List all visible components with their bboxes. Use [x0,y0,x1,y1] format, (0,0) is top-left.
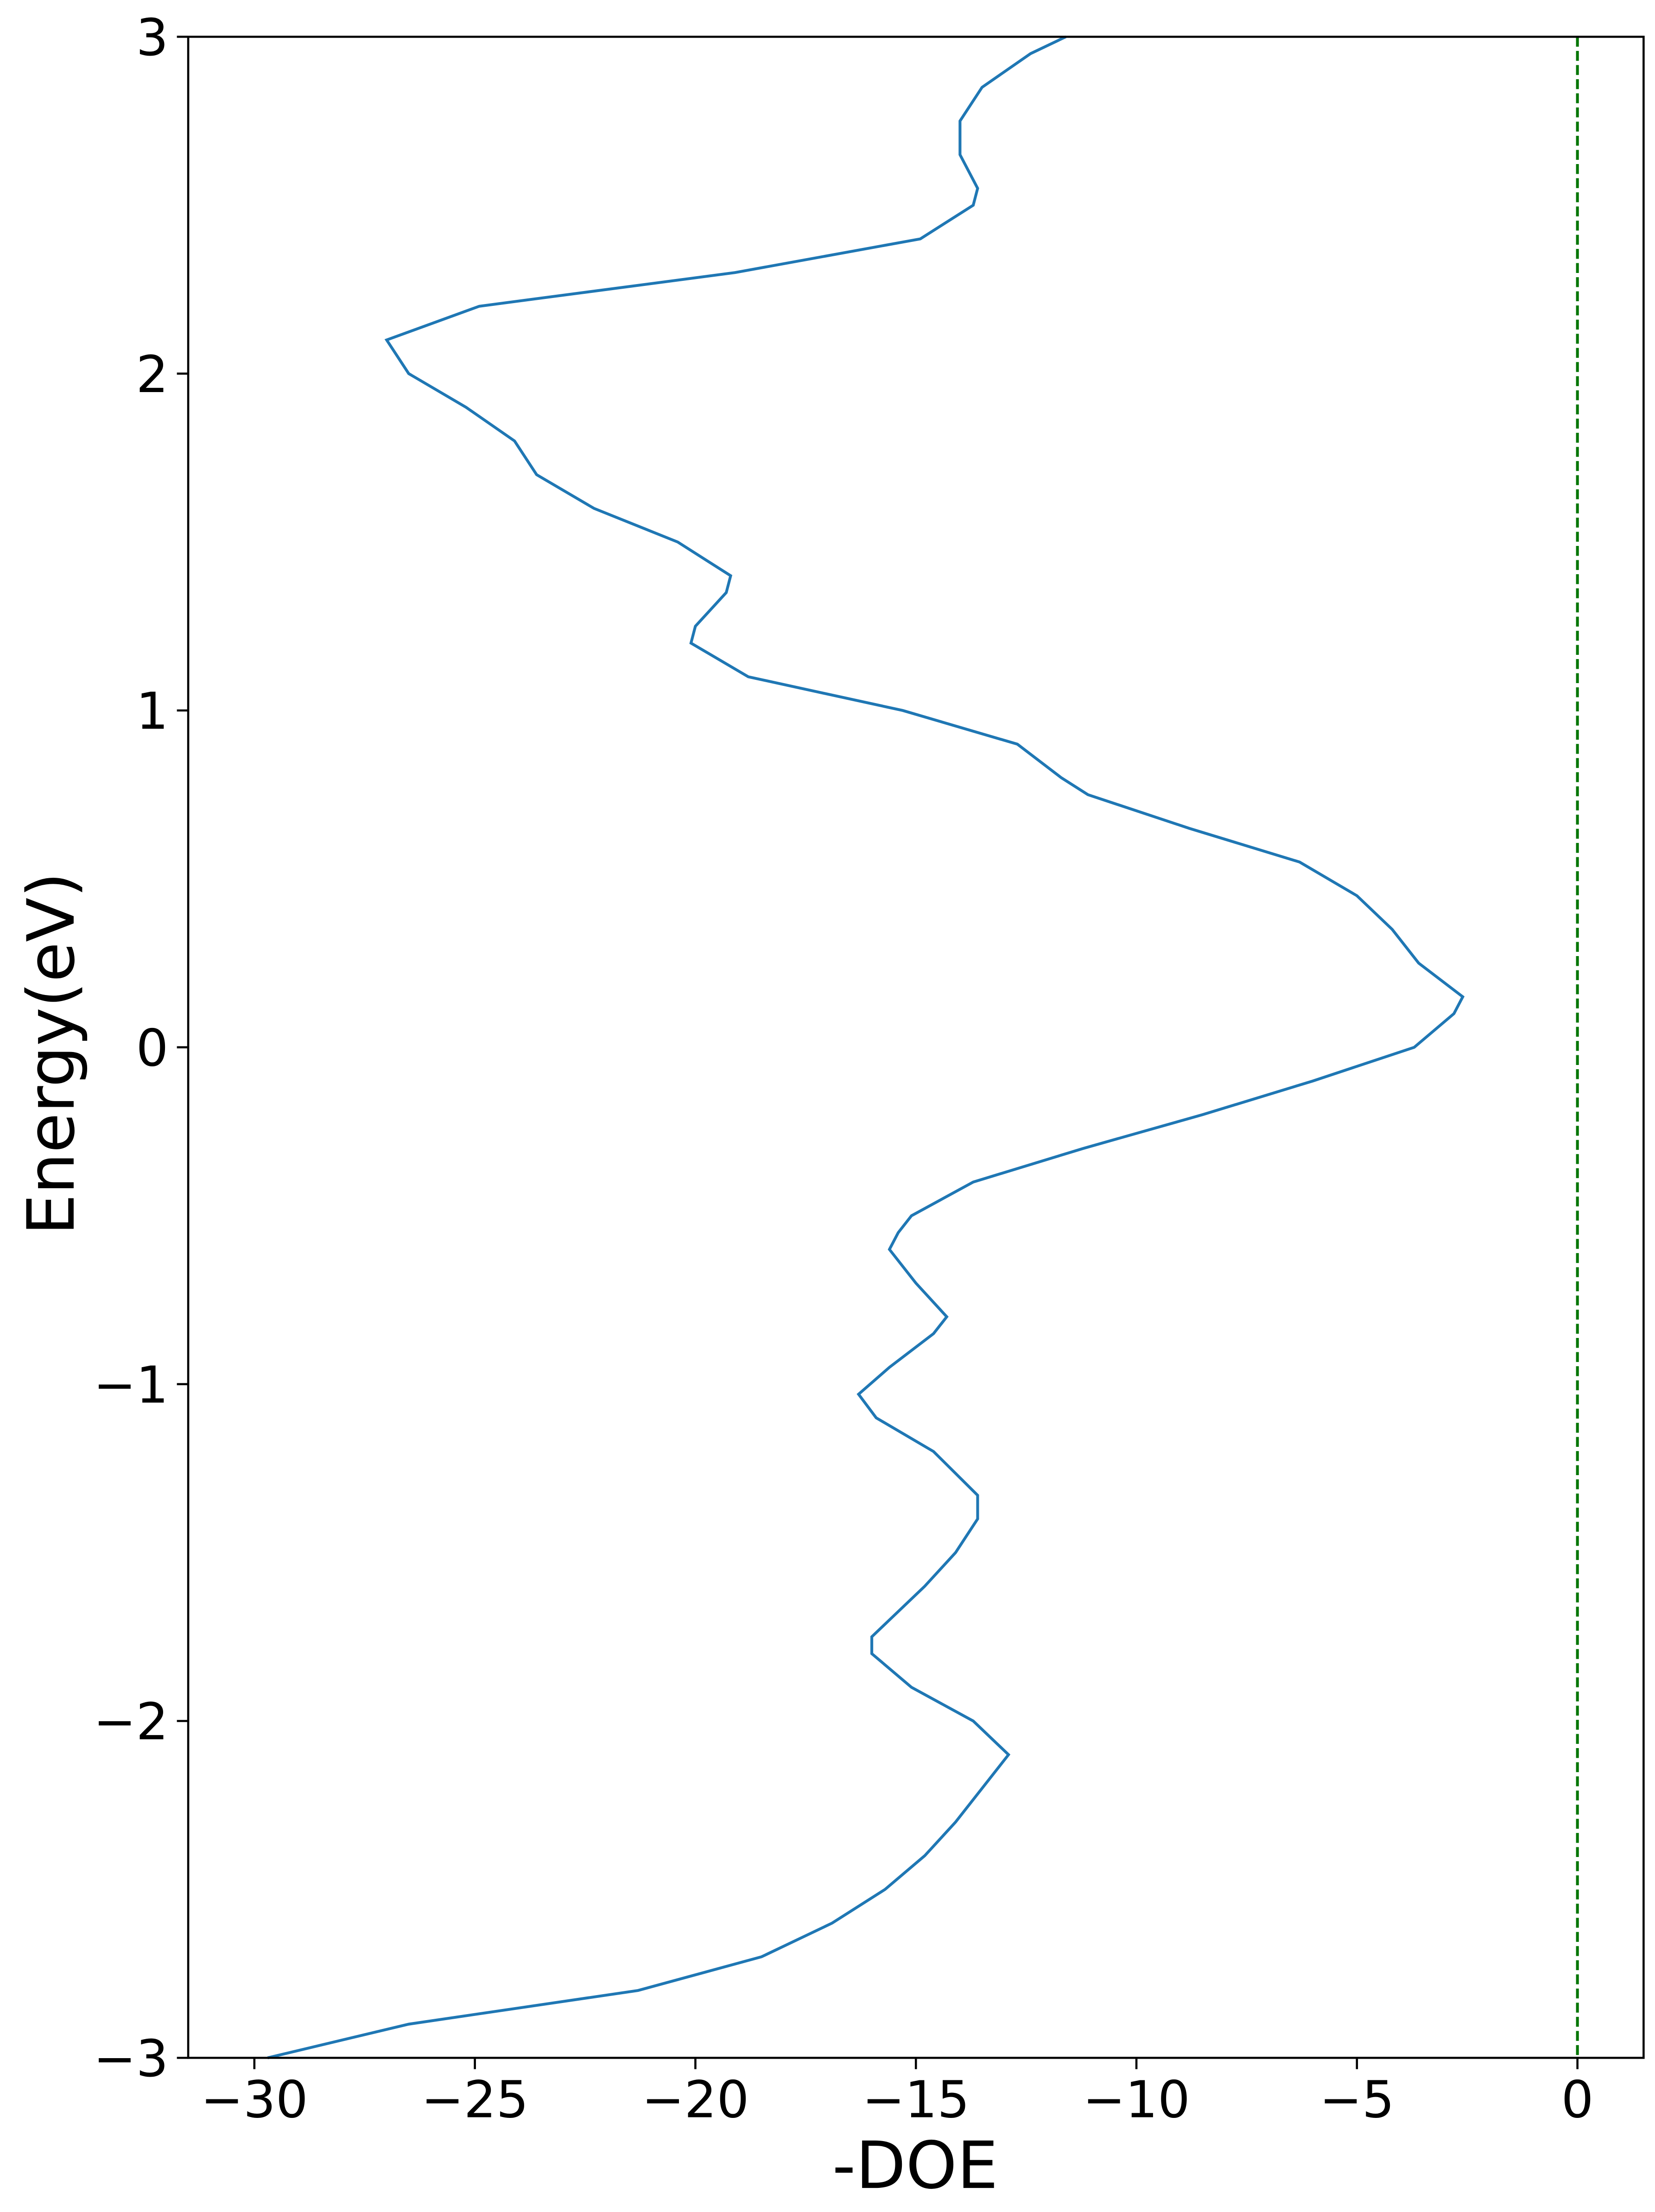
x-tick-label: 0 [1561,2070,1594,2130]
line-series [267,35,1465,2060]
plot-frame [187,36,1645,2059]
y-tick-label: 3 [136,8,168,67]
x-tick-label: −15 [862,2070,970,2130]
x-tick-label: −30 [201,2070,308,2130]
y-tick-label: −1 [93,1355,168,1414]
y-tick-label: 0 [136,1019,168,1078]
y-tick-label: 1 [136,682,168,741]
y-tick-label: −3 [93,2029,168,2088]
y-axis-label: Energy(eV) [14,872,89,1235]
y-tick-label: 2 [136,345,168,404]
x-tick-label: −20 [642,2070,749,2130]
x-tick-label: −5 [1319,2070,1395,2130]
x-tick-label: −25 [421,2070,529,2130]
x-tick-label: −10 [1083,2070,1190,2130]
y-tick-label: −2 [93,1692,168,1751]
x-axis-label: -DOE [832,2128,998,2204]
